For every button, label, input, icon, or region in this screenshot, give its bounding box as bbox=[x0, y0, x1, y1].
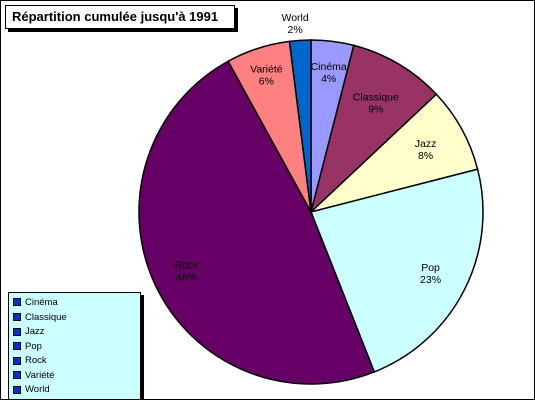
data-label-value: 4% bbox=[321, 73, 336, 85]
legend-label: Pop bbox=[25, 340, 42, 352]
data-label-value: 8% bbox=[418, 150, 433, 162]
legend-label: Rock bbox=[25, 355, 47, 366]
pie-slice-rock bbox=[138, 60, 376, 385]
legend-item-pop: Pop bbox=[13, 339, 42, 353]
data-label-name: Classique bbox=[353, 91, 399, 103]
data-label-value: 23% bbox=[420, 274, 441, 286]
data-label-name: Variété bbox=[250, 64, 283, 76]
legend-item-cinema: Cinéma bbox=[13, 295, 58, 309]
legend-item-classique: Classique bbox=[13, 310, 67, 324]
legend-item-jazz: Jazz bbox=[13, 325, 45, 339]
pie-slice-classique bbox=[309, 44, 438, 215]
data-label-name: Rock bbox=[175, 260, 200, 272]
data-label-value: 9% bbox=[368, 103, 383, 115]
legend-label: Classique bbox=[25, 311, 67, 323]
legend-label: Variété bbox=[25, 369, 55, 381]
legend-item-variete: Variété bbox=[13, 368, 54, 382]
data-label-value: 48% bbox=[176, 272, 197, 284]
data-label-value: 6% bbox=[259, 76, 274, 88]
legend-item-world: World bbox=[13, 383, 50, 397]
pie-slice-world bbox=[288, 39, 312, 213]
chart-title-box: Répartition cumulée jusqu'à 1991 bbox=[5, 5, 235, 29]
data-label-name: Pop bbox=[421, 262, 440, 274]
legend: Cinéma Classique Jazz Pop Rock Variété W… bbox=[8, 292, 141, 399]
legend-label: Cinéma bbox=[25, 296, 58, 308]
legend-marker-icon bbox=[13, 313, 21, 321]
pie-slice-pop bbox=[309, 168, 484, 373]
data-label-value: 2% bbox=[288, 24, 303, 36]
legend-marker-icon bbox=[13, 371, 21, 379]
chart-title: Répartition cumulée jusqu'à 1991 bbox=[12, 9, 219, 24]
legend-marker-icon bbox=[13, 385, 21, 394]
data-label-name: Jazz bbox=[415, 138, 437, 150]
data-label-name: Cinéma bbox=[311, 61, 347, 73]
legend-label: Jazz bbox=[25, 326, 45, 337]
legend-marker-icon bbox=[13, 356, 21, 365]
legend-marker-icon bbox=[13, 298, 21, 306]
legend-marker-icon bbox=[13, 342, 21, 350]
data-label-name: World bbox=[282, 12, 309, 24]
legend-label: World bbox=[25, 384, 50, 395]
legend-item-rock: Rock bbox=[13, 354, 47, 368]
legend-marker-icon bbox=[13, 327, 21, 336]
